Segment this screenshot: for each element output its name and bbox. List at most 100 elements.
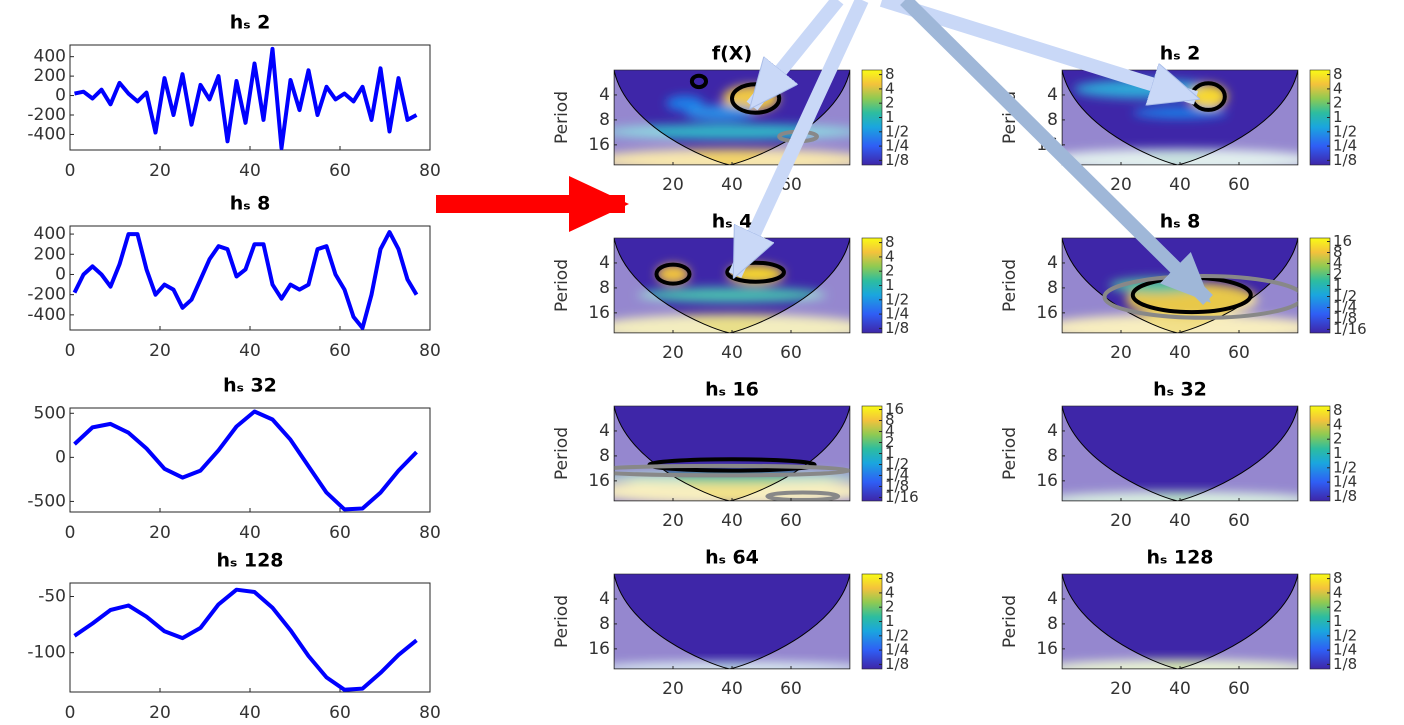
x-tick-label: 0 xyxy=(65,161,76,181)
heatmap-image xyxy=(614,406,850,501)
x-tick-label: 40 xyxy=(239,523,261,543)
y-tick-label: 8 xyxy=(599,446,610,466)
x-tick-label: 60 xyxy=(1228,343,1250,363)
colorbar-tick-label: 2 xyxy=(1333,265,1343,283)
colorbar-tick-label: 1/2 xyxy=(885,290,909,308)
chart-title: hₛ 8 xyxy=(1160,211,1201,233)
colorbar-tick-label: 1/2 xyxy=(885,455,909,473)
colorbar-tick-label: 1/8 xyxy=(885,151,909,169)
colorbar-tick-label: 1/4 xyxy=(1333,641,1357,659)
y-tick-label: 8 xyxy=(1047,446,1058,466)
colorbar-tick-label: 1/2 xyxy=(1333,287,1357,305)
colorbar-tick-label: 1 xyxy=(885,276,895,294)
colorbar-tick-label: 4 xyxy=(1333,583,1343,601)
colorbar-tick-label: 8 xyxy=(885,569,895,587)
data-line xyxy=(73,587,418,692)
colorbar-tick-label: 1/4 xyxy=(1333,473,1357,491)
y-tick-label: 400 xyxy=(34,47,66,67)
heatmap-image xyxy=(1062,406,1298,501)
colorbar-tick-label: 8 xyxy=(1333,65,1343,83)
colorbar-tick-label: 8 xyxy=(1333,569,1343,587)
colorbar-tick-label: 4 xyxy=(885,583,895,601)
y-tick-label: 16 xyxy=(588,303,610,323)
chart-title: hₛ 128 xyxy=(216,550,283,572)
x-tick-label: 40 xyxy=(239,703,261,723)
y-tick-label: 16 xyxy=(588,135,610,155)
colorbar-tick-label: 1/2 xyxy=(1333,458,1357,476)
colorbar-tick-label: 1 xyxy=(885,444,895,462)
colorbar-tick-label: 4 xyxy=(885,79,895,97)
colorbar-tick-label: 1 xyxy=(1333,612,1343,630)
colorbar-tick-label: 1/2 xyxy=(885,626,909,644)
x-tick-label: 60 xyxy=(1228,511,1250,531)
line-chart: hₛ 128 -100 -50 0 20 40 60 80 xyxy=(27,550,440,724)
colorbar-tick-label: 1/2 xyxy=(885,122,909,140)
y-tick-label: 200 xyxy=(34,66,66,86)
y-tick-label: 8 xyxy=(1047,110,1058,130)
x-tick-label: 20 xyxy=(149,161,171,181)
x-tick-label: 0 xyxy=(65,341,76,361)
x-tick-label: 40 xyxy=(721,511,743,531)
y-tick-label: 16 xyxy=(1036,471,1058,491)
y-tick-label: -500 xyxy=(27,491,66,511)
colorbar-tick-label: 1/8 xyxy=(1333,655,1357,673)
x-tick-label: 20 xyxy=(1110,343,1132,363)
line-chart: hₛ 32 -500 0 500 0 20 40 60 80 xyxy=(27,375,440,544)
x-tick-label: 40 xyxy=(721,175,743,195)
colorbar-tick-label: 8 xyxy=(885,65,895,83)
y-tick-label: 4 xyxy=(1047,253,1058,273)
heatmap-image xyxy=(1062,238,1298,333)
x-tick-label: 20 xyxy=(1110,175,1132,195)
colorbar-tick-label: 1 xyxy=(885,612,895,630)
y-tick-label: 16 xyxy=(1036,303,1058,323)
x-tick-label: 20 xyxy=(1110,511,1132,531)
y-tick-label: 4 xyxy=(1047,85,1058,105)
colorbar-tick-label: 4 xyxy=(885,422,895,440)
y-tick-label: 8 xyxy=(1047,614,1058,634)
colorbar-tick-label: 1/4 xyxy=(885,466,909,484)
chart-title: hₛ 128 xyxy=(1146,547,1213,569)
chart-title: hₛ 2 xyxy=(230,12,271,34)
chart-title: hₛ 16 xyxy=(705,379,759,401)
contour xyxy=(689,73,709,90)
y-tick-label: 4 xyxy=(1047,589,1058,609)
x-tick-label: 0 xyxy=(65,703,76,723)
heatmap-blob xyxy=(656,264,690,284)
y-axis-label: Period xyxy=(552,259,572,312)
y-tick-label: 500 xyxy=(34,403,66,423)
x-tick-label: 60 xyxy=(329,523,351,543)
colorbar-tick-label: 16 xyxy=(1333,232,1352,250)
colorbar-tick-label: 2 xyxy=(1333,94,1343,112)
x-tick-label: 60 xyxy=(329,341,351,361)
colorbar-tick-label: 8 xyxy=(885,411,895,429)
colorbar-tick-label: 2 xyxy=(885,598,895,616)
colorbar-tick-label: 8 xyxy=(885,233,895,251)
y-axis-label: Period xyxy=(1000,427,1020,480)
y-tick-label: 200 xyxy=(34,244,66,264)
heatmap-image xyxy=(614,574,850,669)
colorbar-tick-label: 1/16 xyxy=(885,488,919,506)
heatmap-blob xyxy=(614,314,850,333)
blue-arrow xyxy=(746,0,844,111)
colorbar-tick-label: 1 xyxy=(1333,276,1343,294)
colorbar-tick-label: 2 xyxy=(1333,598,1343,616)
y-tick-label: 400 xyxy=(34,224,66,244)
colorbar-tick-label: 2 xyxy=(1333,430,1343,448)
y-tick-label: 4 xyxy=(599,421,610,441)
colorbar-tick-label: 1/4 xyxy=(1333,137,1357,155)
x-tick-label: 20 xyxy=(662,511,684,531)
y-tick-label: 4 xyxy=(1047,421,1058,441)
heatmap-base xyxy=(614,574,850,669)
colorbar-tick-label: 4 xyxy=(1333,415,1343,433)
data-line xyxy=(72,230,419,330)
